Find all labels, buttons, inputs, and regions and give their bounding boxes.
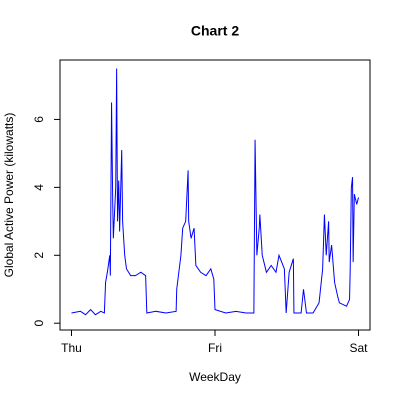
y-axis-label: Global Active Power (kilowatts) — [2, 113, 16, 278]
x-tick-label: Thu — [61, 341, 82, 355]
x-axis-label: WeekDay — [189, 370, 241, 384]
plot-box — [59, 59, 371, 331]
x-tick-label: Sat — [350, 341, 369, 355]
data-line — [71, 68, 360, 316]
y-tick-label: 2 — [32, 252, 46, 259]
x-tick-label: Fri — [208, 341, 222, 355]
chart-title: Chart 2 — [191, 23, 239, 39]
y-tick-label: 4 — [32, 184, 46, 191]
y-tick-label: 6 — [32, 116, 46, 123]
y-tick-label: 0 — [32, 320, 46, 327]
